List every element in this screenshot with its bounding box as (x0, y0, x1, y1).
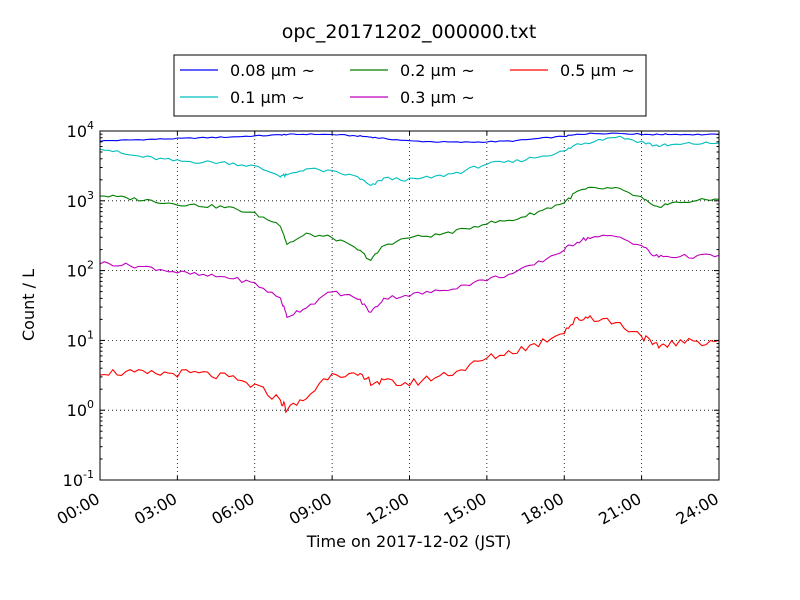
legend-box (173, 54, 647, 117)
series-line (99, 234, 720, 319)
chart-title: opc_20171202_000000.txt (282, 21, 537, 43)
series-line (99, 186, 720, 262)
legend-label: 0.08 μm ~ (230, 61, 315, 80)
y-tick-label-exponent: 1 (87, 328, 94, 341)
y-tick-label: 104 (67, 119, 94, 141)
y-tick-label-base: 10 (67, 401, 87, 420)
legend-label: 0.5 μm ~ (560, 61, 635, 80)
y-tick-label: 101 (67, 328, 94, 350)
legend-label: 0.1 μm ~ (230, 88, 305, 107)
y-tick-label: 10-1 (63, 468, 94, 490)
y-tick-label: 102 (67, 259, 94, 281)
y-axis-label: Count / L (19, 269, 38, 341)
y-tick-label-base: 10 (67, 262, 87, 281)
series-line (99, 132, 720, 143)
y-tick-label-exponent: 2 (87, 259, 94, 272)
y-tick-label: 100 (67, 398, 94, 420)
series-line (99, 314, 720, 414)
legend-label: 0.3 μm ~ (400, 88, 475, 107)
y-tick-label-exponent: 4 (87, 119, 94, 132)
series-layer (99, 132, 720, 414)
legend: 0.08 μm ~ 0.1 μm ~ 0.2 μm ~ 0.3 μm ~ 0.5 μm … (173, 54, 647, 117)
x-axis-label: Time on 2017-12-02 (JST) (306, 532, 511, 551)
y-tick-label-base: 10 (67, 122, 87, 141)
series-line (99, 135, 720, 187)
ticks (99, 130, 720, 481)
y-tick-label-base: 10 (67, 192, 87, 211)
y-tick-label-exponent: -1 (83, 468, 94, 481)
y-tick-label-base: 10 (63, 471, 83, 490)
y-tick-label-exponent: 3 (87, 189, 94, 202)
y-tick-label: 103 (67, 189, 94, 211)
legend-label: 0.2 μm ~ (400, 61, 475, 80)
y-tick-label-exponent: 0 (87, 398, 94, 411)
y-tick-label-base: 10 (67, 331, 87, 350)
